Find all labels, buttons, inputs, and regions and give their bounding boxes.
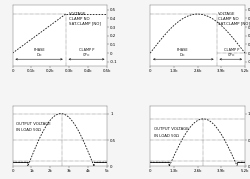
Text: CLAMP NO: CLAMP NO [218, 17, 239, 21]
Text: CLAMP P
CP=: CLAMP P CP= [79, 48, 94, 57]
Text: VOLTAGE: VOLTAGE [70, 12, 87, 16]
Text: SAT.CLAMP [NO]: SAT.CLAMP [NO] [218, 21, 250, 25]
Text: VOLTAGE: VOLTAGE [218, 12, 236, 16]
Text: SAT.CLAMP [NO]: SAT.CLAMP [NO] [70, 21, 102, 25]
Text: OUTPUT VOLTAGE: OUTPUT VOLTAGE [154, 127, 189, 131]
Text: PHASE
D=: PHASE D= [176, 48, 188, 57]
Text: IN LOAD 50Ω: IN LOAD 50Ω [154, 134, 179, 138]
Text: OUTPUT VOLTAGE: OUTPUT VOLTAGE [16, 122, 51, 125]
Text: IN LOAD 50Ω: IN LOAD 50Ω [16, 128, 41, 132]
Text: PHASE
D=: PHASE D= [33, 48, 45, 57]
Text: CLAMP NO: CLAMP NO [70, 17, 90, 21]
Text: CLAMP P
CP=: CLAMP P CP= [224, 48, 240, 57]
